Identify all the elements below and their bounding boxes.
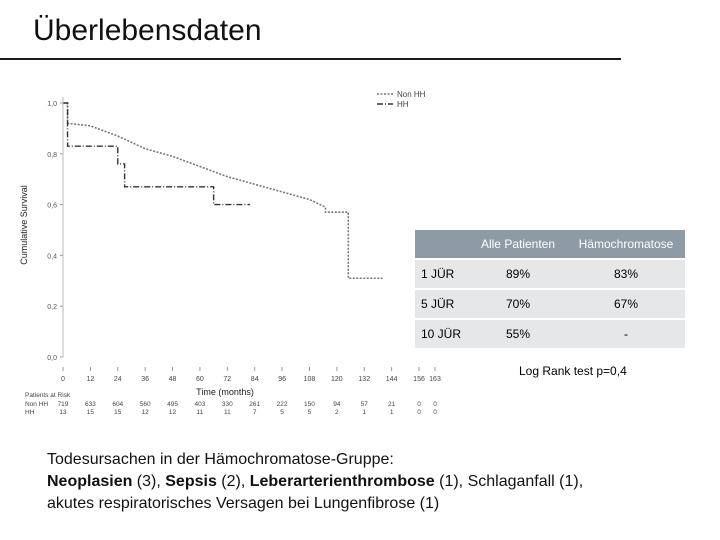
x-axis-label: Time (months) [196, 387, 254, 397]
y-tick-label: 0,2 [47, 304, 57, 311]
x-tick-label: 108 [304, 376, 316, 383]
risk-value: 7 [253, 409, 257, 416]
risk-value: 11 [197, 409, 204, 416]
y-tick-label: 0,4 [47, 253, 57, 260]
risk-value: 633 [85, 401, 96, 408]
y-tick-label: 1,0 [47, 101, 57, 108]
table-row: 5 JÜR 70% 67% [415, 290, 685, 318]
risk-value: 13 [59, 409, 67, 416]
slide-title: Überlebensdaten [33, 14, 262, 47]
risk-value: 1 [390, 409, 394, 416]
risk-value: 57 [361, 401, 369, 408]
table-corner-cell [415, 230, 469, 258]
title-underline [0, 58, 621, 60]
risk-row-label: Non HH [25, 401, 48, 408]
risk-value: 5 [280, 409, 284, 416]
x-tick-label: 120 [331, 376, 343, 383]
risk-value: 11 [224, 409, 231, 416]
risk-table-header: Patients at Risk [25, 392, 71, 399]
cause-name: Leberarterienthrombose [249, 473, 435, 490]
x-tick-label: 163 [429, 376, 441, 383]
survival-table: Alle Patienten Hämochromatose 1 JÜR 89% … [415, 228, 685, 350]
row-label: 1 JÜR [415, 260, 469, 288]
risk-value: 0 [433, 409, 437, 416]
causes-list-line: Neoplasien (3), Sepsis (2), Leberarterie… [47, 471, 687, 493]
causes-heading-line: Todesursachen in der Hämochromatose-Grup… [47, 449, 687, 471]
cause-count: (3), [132, 473, 166, 490]
x-tick-label: 36 [141, 376, 149, 383]
cause-name: Sepsis [165, 473, 217, 490]
risk-value: 560 [140, 401, 151, 408]
risk-value: 495 [167, 401, 178, 408]
risk-value: 1 [362, 409, 366, 416]
cell-all-patients: 89% [469, 260, 567, 288]
table-row: 10 JÜR 55% - [415, 320, 685, 348]
y-tick-label: 0,0 [47, 355, 57, 362]
risk-value: 15 [87, 409, 95, 416]
risk-value: 604 [112, 401, 123, 408]
x-tick-label: 156 [413, 376, 425, 383]
risk-value: 261 [249, 401, 260, 408]
cell-hemochromatosis: 83% [567, 260, 685, 288]
risk-value: 150 [304, 401, 315, 408]
causes-of-death: Todesursachen in der Hämochromatose-Grup… [47, 449, 687, 515]
x-tick-label: 0 [61, 376, 65, 383]
x-tick-label: 96 [278, 376, 286, 383]
causes-heading-colon: : [389, 451, 394, 468]
column-header-all-patients: Alle Patienten [469, 230, 567, 258]
table-header-row: Alle Patienten Hämochromatose [415, 230, 685, 258]
table-row: 1 JÜR 89% 83% [415, 260, 685, 288]
x-tick-label: 72 [223, 376, 231, 383]
x-tick-label: 84 [251, 376, 259, 383]
risk-value: 12 [169, 409, 177, 416]
row-label: 10 JÜR [415, 320, 469, 348]
legend-label: Non HH [397, 90, 426, 99]
y-tick-label: 0,8 [47, 152, 57, 159]
cell-all-patients: 55% [469, 320, 567, 348]
cell-hemochromatosis: 67% [567, 290, 685, 318]
risk-value: 0 [417, 401, 421, 408]
causes-heading: Todesursachen in der Hämochromatose-Grup… [47, 451, 390, 468]
legend-label: HH [397, 100, 409, 109]
series-line-non-hh [63, 102, 383, 280]
risk-value: 719 [58, 401, 69, 408]
logrank-result: Log Rank test p=0,4 [519, 364, 627, 378]
risk-value: 403 [195, 401, 206, 408]
risk-value: 330 [222, 401, 233, 408]
column-header-hemochromatosis: Hämochromatose [567, 230, 685, 258]
causes-line-3: akutes respiratorisches Versagen bei Lun… [47, 495, 440, 512]
risk-value: 0 [433, 401, 437, 408]
risk-value: 12 [142, 409, 150, 416]
cause-name: Neoplasien [47, 473, 133, 490]
y-axis-label: Cumulative Survival [19, 185, 29, 265]
x-tick-label: 132 [358, 376, 370, 383]
x-tick-label: 48 [169, 376, 177, 383]
y-tick-label: 0,6 [47, 203, 57, 210]
risk-value: 5 [308, 409, 312, 416]
risk-value: 0 [417, 409, 421, 416]
series-line-hh [63, 102, 251, 206]
risk-value: 21 [388, 401, 396, 408]
risk-value: 2 [335, 409, 339, 416]
risk-row-label: HH [25, 409, 35, 416]
risk-value: 222 [277, 401, 288, 408]
row-label: 5 JÜR [415, 290, 469, 318]
cell-all-patients: 70% [469, 290, 567, 318]
risk-value: 15 [114, 409, 122, 416]
x-tick-label: 24 [114, 376, 122, 383]
x-tick-label: 60 [196, 376, 204, 383]
x-tick-label: 144 [386, 376, 398, 383]
x-tick-label: 12 [86, 376, 94, 383]
survival-chart: Cumulative Survival 0,0 0,2 0,4 0,6 0,8 1,0 0… [19, 90, 441, 416]
cause-count: (1), Schlaganfall (1), [434, 473, 584, 490]
risk-value: 94 [333, 401, 341, 408]
cell-hemochromatosis: - [567, 320, 685, 348]
cause-count: (2), [216, 473, 250, 490]
